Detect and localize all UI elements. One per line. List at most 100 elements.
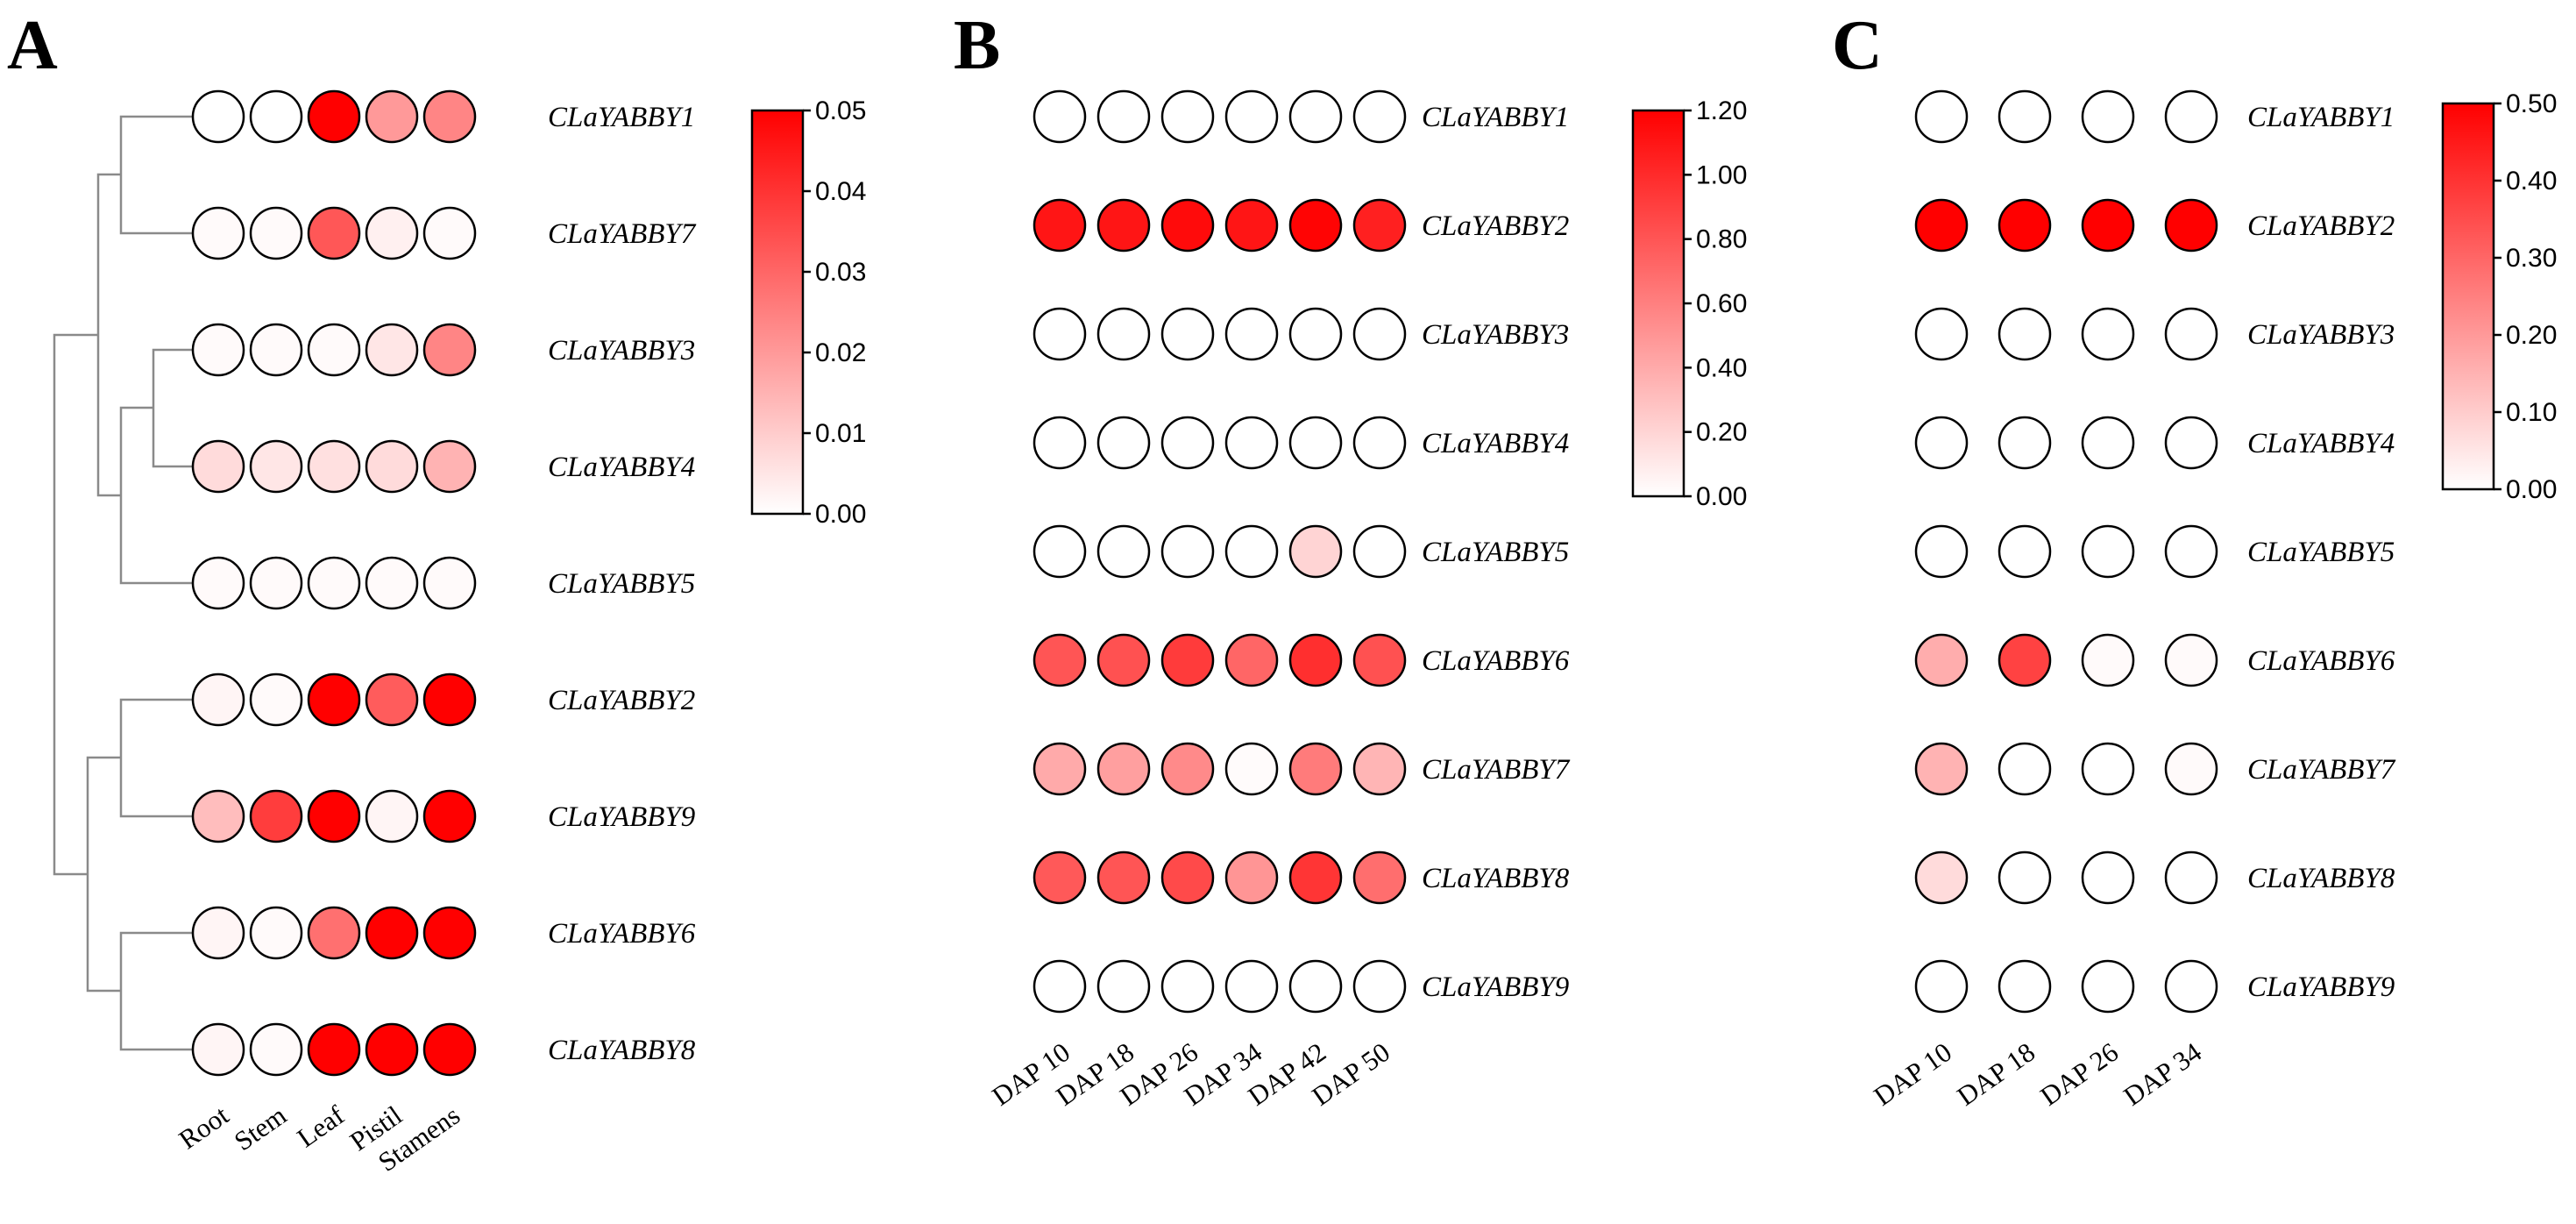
gene-label: CLaYABBY7	[1422, 754, 1571, 786]
panel-letter-c: C	[1832, 7, 1883, 84]
scale-tick-label: 0.40	[2506, 167, 2557, 196]
expression-dot	[249, 323, 303, 377]
expression-dot	[1288, 416, 1343, 470]
expression-dot	[1914, 850, 1969, 905]
expression-dot	[1914, 307, 1969, 361]
expression-dot	[1914, 198, 1969, 253]
expression-dot	[191, 789, 245, 843]
expression-dot	[1096, 959, 1151, 1014]
expression-dot	[365, 323, 419, 377]
scale-tick-label: 0.04	[815, 177, 866, 206]
expression-dot	[1160, 307, 1215, 361]
scale-tick-label: 0.20	[1696, 418, 1747, 447]
expression-dot	[2081, 742, 2135, 796]
panel-a-tissue-heatmap: CLaYABBY1 CLaYABBY7 CLaYABBY3 CLaYABBY4 CLaY…	[174, 89, 866, 1178]
gene-label: CLaYABBY7	[548, 218, 697, 250]
scale-tick-label: 0.00	[2506, 475, 2557, 504]
expression-dot	[422, 556, 477, 610]
expression-dot	[249, 206, 303, 260]
expression-dot	[365, 439, 419, 494]
expression-dot	[249, 672, 303, 727]
expression-dot	[1352, 89, 1407, 144]
expression-dot	[422, 439, 477, 494]
expression-dot	[2164, 198, 2218, 253]
scale-tick-label: 1.00	[1696, 160, 1747, 189]
scale-tick-label: 0.03	[815, 258, 866, 287]
expression-dot	[249, 439, 303, 494]
expression-dot	[1288, 198, 1343, 253]
expression-dot	[1998, 524, 2052, 579]
expression-dot	[307, 89, 361, 144]
expression-dot	[2164, 959, 2218, 1014]
expression-dot	[1033, 959, 1087, 1014]
gene-label: CLaYABBY9	[2247, 971, 2395, 1003]
gene-label: CLaYABBY1	[1422, 102, 1569, 133]
column-label: DAP 26	[2034, 1036, 2124, 1112]
expression-dot	[1998, 742, 2052, 796]
scale-tick-label: 0.01	[815, 419, 866, 448]
expression-dot	[1288, 959, 1343, 1014]
expression-dot	[1033, 850, 1087, 905]
expression-dot	[2081, 89, 2135, 144]
expression-dot	[191, 323, 245, 377]
scale-tick-label: 0.05	[815, 96, 866, 125]
scale-tick-label: 0.00	[1696, 482, 1747, 511]
gene-label: CLaYABBY8	[1422, 863, 1570, 894]
expression-dot	[1288, 850, 1343, 905]
expression-dot	[2081, 633, 2135, 687]
expression-dot	[307, 672, 361, 727]
panel-c-dap-heatmap: CLaYABBY1 CLaYABBY2 CLaYABBY3 CLaYABBY4 CLaY…	[1868, 89, 2557, 1112]
gene-label: CLaYABBY8	[548, 1035, 696, 1066]
expression-dot	[307, 789, 361, 843]
scale-tick-label: 0.00	[815, 500, 866, 529]
gene-label: CLaYABBY2	[548, 685, 695, 716]
expression-dot	[191, 672, 245, 727]
expression-dot	[307, 206, 361, 260]
expression-dot	[249, 89, 303, 144]
expression-dot	[365, 89, 419, 144]
tree-branch	[96, 173, 121, 497]
expression-dot	[1998, 416, 2052, 470]
expression-dot	[2081, 198, 2135, 253]
expression-dot	[307, 323, 361, 377]
expression-dot	[249, 556, 303, 610]
expression-dot	[422, 789, 477, 843]
expression-dot	[307, 556, 361, 610]
expression-dot	[1352, 742, 1407, 796]
expression-dot	[1096, 89, 1151, 144]
expression-dot	[2081, 524, 2135, 579]
expression-dot	[1224, 307, 1279, 361]
expression-dot	[422, 906, 477, 960]
expression-dot	[1224, 850, 1279, 905]
expression-dot	[2164, 416, 2218, 470]
expression-dot	[1096, 307, 1151, 361]
gene-label: CLaYABBY2	[1422, 210, 1569, 242]
expression-dot	[2081, 850, 2135, 905]
expression-dot	[1160, 850, 1215, 905]
expression-dot	[365, 556, 419, 610]
expression-dot	[422, 1022, 477, 1077]
expression-dot	[2164, 89, 2218, 144]
tree-branch	[119, 115, 200, 235]
color-scale-bar	[1631, 109, 1685, 498]
expression-dot	[1352, 850, 1407, 905]
expression-dot	[1033, 524, 1087, 579]
expression-dot	[1160, 416, 1215, 470]
expression-dot	[422, 206, 477, 260]
expression-dot	[1914, 89, 1969, 144]
expression-dot	[1033, 307, 1087, 361]
gene-label: CLaYABBY3	[2247, 319, 2395, 351]
gene-label: CLaYABBY4	[2247, 428, 2395, 459]
expression-dot	[1288, 89, 1343, 144]
expression-dot	[1998, 959, 2052, 1014]
expression-dot	[1914, 524, 1969, 579]
expression-dot	[307, 1022, 361, 1077]
expression-dot	[307, 906, 361, 960]
expression-dot	[1352, 959, 1407, 1014]
expression-dot	[365, 206, 419, 260]
expression-dot	[1998, 89, 2052, 144]
expression-dot	[1160, 524, 1215, 579]
expression-dot	[2164, 307, 2218, 361]
expression-dot	[365, 789, 419, 843]
